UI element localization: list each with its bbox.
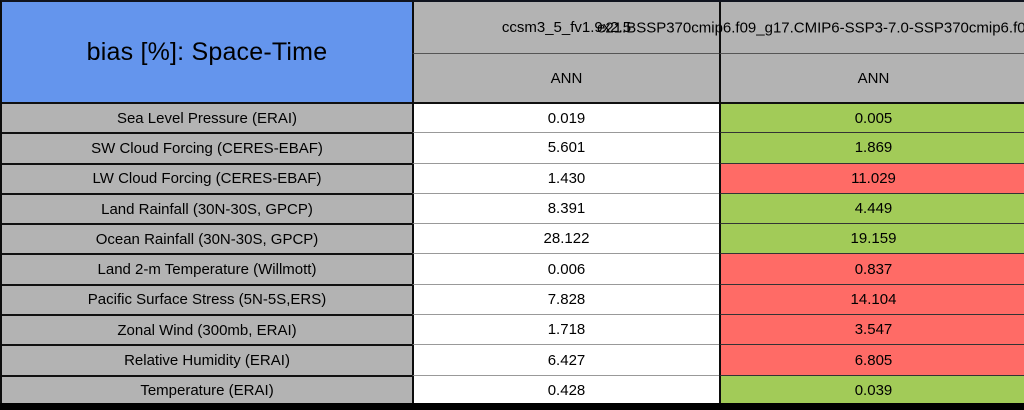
- table-title-cell: bias [%]: Space-Time: [2, 2, 412, 102]
- value-cell-model2: 14.104: [719, 283, 1024, 315]
- row-label: LW Cloud Forcing (CERES-EBAF): [2, 162, 412, 193]
- row-label: Temperature (ERAI): [2, 374, 412, 405]
- bottom-border-band: [0, 403, 1024, 410]
- value-cell-model1: 1.430: [412, 162, 719, 193]
- row-label: Pacific Surface Stress (5N-5S,ERS): [2, 283, 412, 315]
- row-label: Land 2-m Temperature (Willmott): [2, 253, 412, 284]
- season-header-model1: ANN: [412, 53, 719, 102]
- value-cell-model2: 4.449: [719, 192, 1024, 224]
- row-label: Relative Humidity (ERAI): [2, 344, 412, 375]
- model1-header-cell: ccsm3_5_fv1.9x2.5: [412, 2, 719, 53]
- row-label: Sea Level Pressure (ERAI): [2, 102, 412, 133]
- value-cell-model1: 6.427: [412, 344, 719, 375]
- model1-name: ccsm3_5_fv1.9x2.5: [501, 19, 632, 36]
- value-cell-model2: 0.837: [719, 253, 1024, 284]
- value-cell-model1: 5.601: [412, 132, 719, 163]
- row-label: SW Cloud Forcing (CERES-EBAF): [2, 132, 412, 163]
- value-cell-model2: 11.029: [719, 162, 1024, 193]
- row-label: Ocean Rainfall (30N-30S, GPCP): [2, 223, 412, 254]
- value-cell-model1: 28.122: [412, 223, 719, 254]
- value-cell-model1: 8.391: [412, 192, 719, 224]
- value-cell-model1: 0.019: [412, 102, 719, 133]
- value-cell-model1: 1.718: [412, 314, 719, 345]
- value-cell-model2: 0.005: [719, 102, 1024, 133]
- row-label: Land Rainfall (30N-30S, GPCP): [2, 192, 412, 224]
- value-cell-model2: 1.869: [719, 132, 1024, 163]
- value-cell-model1: 0.006: [412, 253, 719, 284]
- model2-name: e21.BSSP370cmip6.f09_g17.CMIP6-SSP3-7.0-…: [597, 19, 1024, 36]
- table-title: bias [%]: Space-Time: [86, 37, 328, 66]
- value-cell-model1: 7.828: [412, 283, 719, 315]
- row-label: Zonal Wind (300mb, ERAI): [2, 314, 412, 345]
- value-cell-model1: 0.428: [412, 374, 719, 405]
- value-cell-model2: 6.805: [719, 344, 1024, 375]
- value-cell-model2: 3.547: [719, 314, 1024, 345]
- model2-header-cell: e21.BSSP370cmip6.f09_g17.CMIP6-SSP3-7.0-…: [597, 2, 1024, 53]
- value-cell-model2: 19.159: [719, 223, 1024, 254]
- value-cell-model2: 0.039: [719, 374, 1024, 405]
- season-header-model2: ANN: [719, 53, 1024, 102]
